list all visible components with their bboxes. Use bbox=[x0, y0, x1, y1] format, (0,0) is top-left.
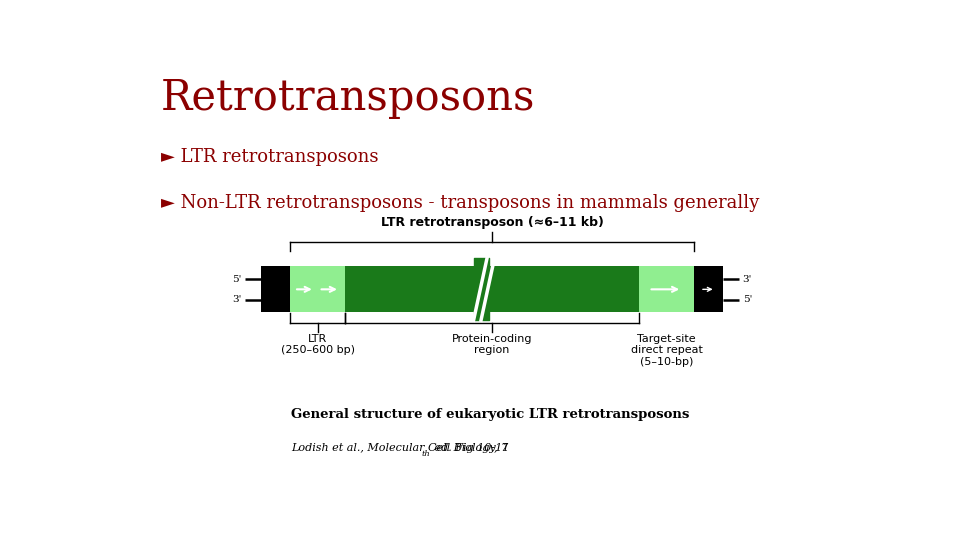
Bar bbox=[346, 266, 638, 312]
Text: ed. Fig 10-11: ed. Fig 10-11 bbox=[431, 443, 510, 453]
Text: 3': 3' bbox=[743, 274, 752, 284]
Bar bbox=[290, 266, 346, 312]
Text: LTR retrotransposon (≈6–11 kb): LTR retrotransposon (≈6–11 kb) bbox=[380, 216, 604, 229]
Text: ► LTR retrotransposons: ► LTR retrotransposons bbox=[161, 148, 378, 166]
Bar bbox=[694, 266, 723, 312]
Bar bbox=[638, 266, 694, 312]
Text: 5': 5' bbox=[743, 295, 752, 304]
Text: 3': 3' bbox=[232, 295, 241, 304]
Text: th: th bbox=[421, 450, 430, 458]
Text: General structure of eukaryotic LTR retrotransposons: General structure of eukaryotic LTR retr… bbox=[291, 408, 689, 421]
Text: Protein-coding
region: Protein-coding region bbox=[452, 334, 532, 355]
Text: LTR
(250–600 bp): LTR (250–600 bp) bbox=[280, 334, 354, 355]
Text: ► Non-LTR retrotransposons - transposons in mammals generally: ► Non-LTR retrotransposons - transposons… bbox=[161, 194, 759, 212]
Text: Lodish et al., Molecular Cell Biology, 7: Lodish et al., Molecular Cell Biology, 7 bbox=[291, 443, 509, 453]
Bar bbox=[261, 266, 290, 312]
Text: Retrotransposons: Retrotransposons bbox=[161, 77, 536, 119]
Text: Target-site
direct repeat
(5–10-bp): Target-site direct repeat (5–10-bp) bbox=[631, 334, 703, 367]
Text: 5': 5' bbox=[232, 274, 241, 284]
